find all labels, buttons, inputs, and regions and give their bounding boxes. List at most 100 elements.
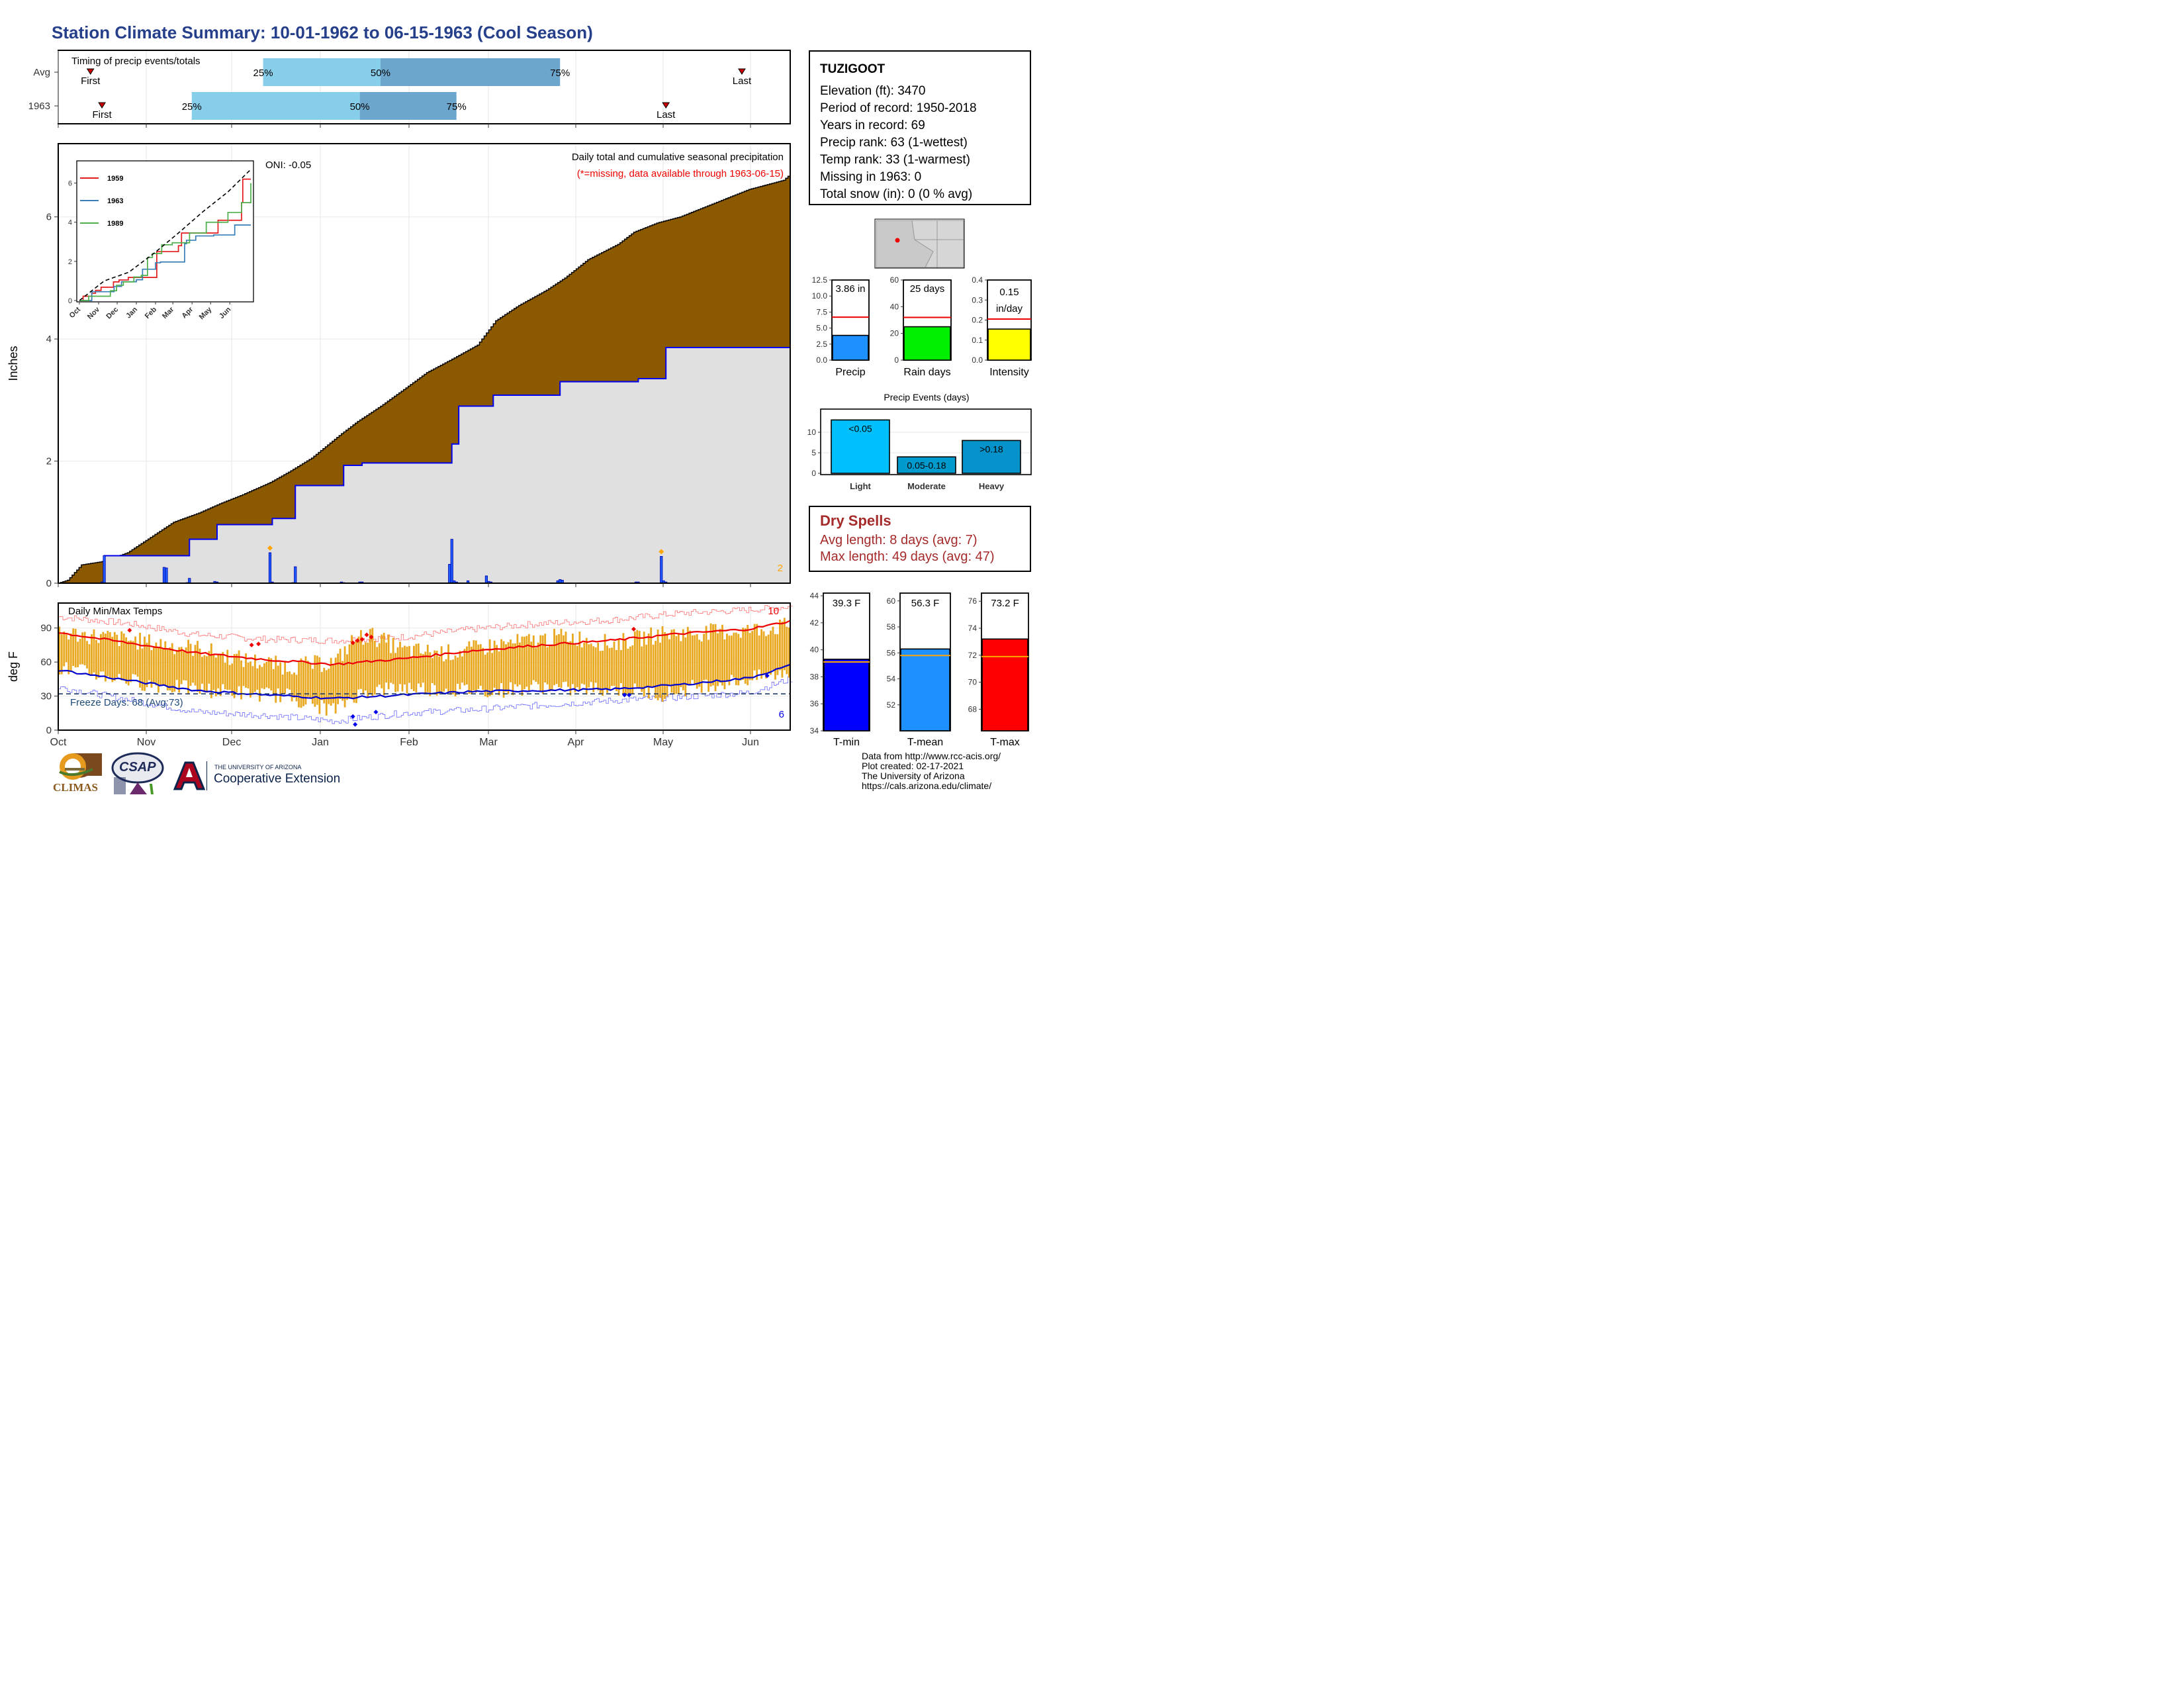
timing-chart: Timing of precip events/totals Avg 25% 50% 7… <box>28 50 791 128</box>
mini-bar-tick-label: 5.0 <box>816 324 827 333</box>
dry-spells-header: Dry Spells <box>820 512 891 529</box>
mini-bar-tick-label: 0.3 <box>972 295 983 305</box>
daily-temp-bar <box>657 630 659 700</box>
record-max-line <box>58 604 793 644</box>
daily-temp-bar <box>756 624 758 680</box>
daily-temp-bar <box>175 649 178 680</box>
daily-temp-bar <box>703 633 705 680</box>
daily-temp-bar <box>686 627 689 686</box>
daily-temp-bar <box>86 641 88 669</box>
timing-first-label: First <box>92 109 112 120</box>
daily-temp-bar <box>525 635 528 687</box>
daily-temp-bar <box>563 635 565 682</box>
timing-bar-50-75 <box>359 92 457 120</box>
daily-temp-bar <box>328 669 330 704</box>
daily-temp-bar <box>130 640 132 682</box>
daily-temp-bar <box>307 661 309 697</box>
daily-temp-bar <box>493 640 496 688</box>
temp-bar-label: T-mean <box>907 737 943 748</box>
daily-temp-bar <box>217 653 220 688</box>
events-bar-label: <0.05 <box>848 423 872 434</box>
record-temp-marker <box>353 722 358 727</box>
inset-legend-label: 1959 <box>107 175 123 183</box>
daily-temp-bar <box>431 658 433 684</box>
daily-temp-bar <box>553 628 555 686</box>
daily-temp-bar <box>136 649 139 677</box>
daily-temp-bar <box>641 646 643 692</box>
avg-min-line <box>58 663 791 700</box>
daily-temp-bar <box>633 631 636 684</box>
timing-p50-label: 50% <box>350 101 370 113</box>
daily-temp-bar <box>449 660 452 695</box>
daily-temp-bar <box>739 637 742 680</box>
events-y-tick-label: 10 <box>807 428 817 437</box>
station-elevation: Elevation (ft): 3470 <box>820 84 926 98</box>
station-period: Period of record: 1950-2018 <box>820 101 977 115</box>
daily-temp-bar <box>178 647 181 693</box>
temp-bar-tick-label: 44 <box>810 591 819 600</box>
precip-frame <box>58 143 791 584</box>
daily-temp-bar <box>558 634 560 688</box>
mini-bar-value: 3.86 in <box>835 283 865 295</box>
events-category-label: Heavy <box>979 481 1005 491</box>
daily-temp-bar <box>161 649 164 686</box>
precip-y-tick-label: 4 <box>46 334 52 345</box>
temp-bar-tick-label: 42 <box>810 618 819 628</box>
daily-temp-bar <box>406 646 408 694</box>
daily-temp-bar <box>514 643 516 684</box>
temp-plot-bg <box>58 603 790 730</box>
hot-record-count: 10 <box>768 606 779 617</box>
daily-temp-bar <box>617 638 620 696</box>
daily-temp-bar <box>199 648 201 694</box>
daily-temp-bar <box>473 640 475 690</box>
daily-temp-bar <box>272 669 275 695</box>
daily-temp-bar <box>527 633 530 692</box>
ua-line1: THE UNIVERSITY OF ARIZONA <box>214 764 302 771</box>
daily-temp-bar <box>698 639 701 687</box>
climas-wordmark: CLIMAS <box>53 781 99 794</box>
daily-temp-bar <box>631 645 634 694</box>
ua-line2: Cooperative Extension <box>214 772 341 786</box>
temp-bar-value: 73.2 F <box>991 598 1019 609</box>
daily-temp-bar <box>132 641 134 675</box>
daily-temp-bar <box>134 636 136 675</box>
daily-temp-bar <box>583 642 586 685</box>
side-panels: 12.5 10.0 7.5 5.0 2.5 0.0 3.86 in Precip 60 40 20 0… <box>807 218 1032 748</box>
daily-temp-bar <box>122 633 125 681</box>
mini-bar-tick-label: 0.1 <box>972 336 983 345</box>
daily-temp-bar <box>413 645 415 692</box>
precip-caption: Daily total and cumulative seasonal prec… <box>572 152 784 163</box>
timing-p75-label: 75% <box>550 68 570 79</box>
month-tick-label: Oct <box>50 737 67 748</box>
daily-temp-bar <box>518 642 521 685</box>
daily-temp-bar <box>723 639 726 690</box>
daily-temp-bar <box>420 653 422 688</box>
daily-temp-bar <box>348 644 351 699</box>
daily-temp-bar <box>343 646 346 708</box>
daily-temp-bar <box>636 630 639 687</box>
mini-bar-rain-days <box>903 326 951 361</box>
ua-block-a-icon <box>173 761 206 790</box>
avg-max-line <box>58 620 791 666</box>
timing-bar-25-50 <box>263 58 381 86</box>
daily-temp-bar <box>330 657 332 706</box>
daily-temp-bar <box>760 629 762 679</box>
station-years: Years in record: 69 <box>820 118 925 132</box>
daily-temp-bar <box>79 638 81 665</box>
daily-temp-bar <box>265 661 268 688</box>
daily-temp-bar <box>560 629 563 688</box>
daily-temp-bar <box>530 641 533 685</box>
csap-logo: CSAP <box>110 751 165 797</box>
daily-temp-bar <box>643 632 645 697</box>
daily-temp-bar <box>279 662 282 702</box>
mini-bar-value: 25 days <box>910 283 945 295</box>
daily-temp-bar <box>615 649 617 692</box>
daily-temp-bar <box>150 650 153 688</box>
daily-temp-bar <box>606 645 608 693</box>
daily-temp-bar <box>242 667 245 686</box>
dry-spells-avg: Avg length: 8 days (avg: 7) <box>820 533 978 547</box>
daily-temp-bar <box>647 633 650 699</box>
daily-temp-bar <box>325 670 328 716</box>
daily-temp-bar <box>700 641 703 693</box>
daily-temp-bar <box>781 622 784 678</box>
